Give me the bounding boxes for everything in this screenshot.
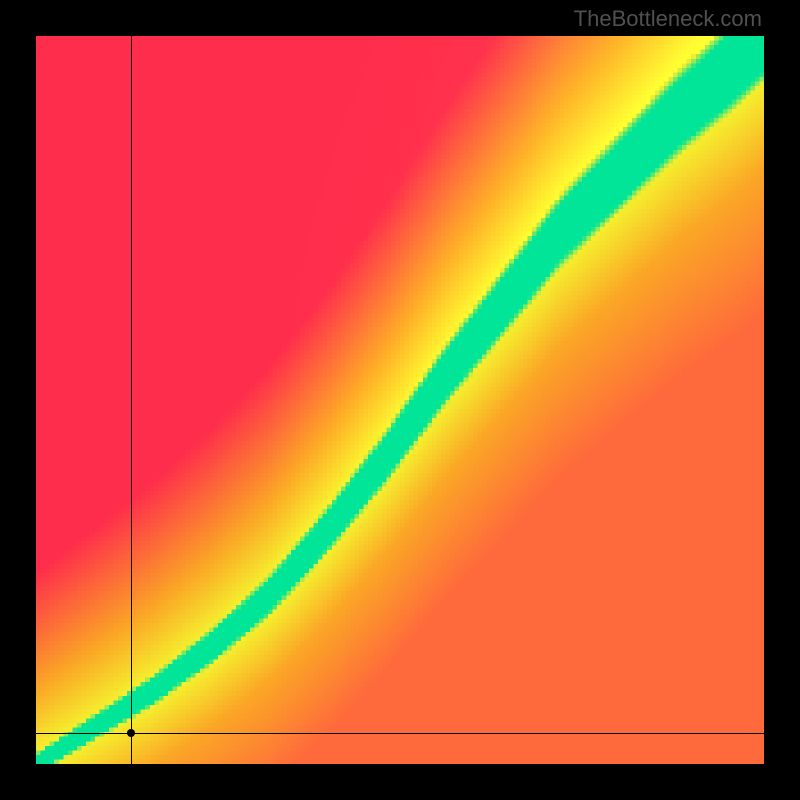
heatmap-plot bbox=[36, 36, 764, 764]
watermark-text: TheBottleneck.com bbox=[574, 6, 762, 32]
crosshair-point bbox=[127, 729, 135, 737]
crosshair-horizontal bbox=[36, 733, 764, 734]
heatmap-canvas bbox=[36, 36, 764, 764]
crosshair-vertical bbox=[131, 36, 132, 764]
